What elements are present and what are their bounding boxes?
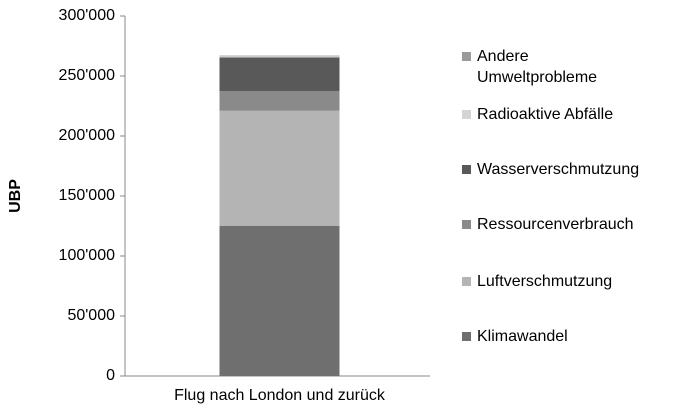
legend-swatch: [462, 277, 471, 286]
legend-swatch: [462, 332, 471, 341]
y-tick-label: 300'000: [59, 7, 116, 24]
legend-label: Ressourcenverbrauch: [477, 216, 634, 233]
legend-label: Klimawandel: [477, 328, 568, 345]
legend-swatch: [462, 110, 471, 119]
y-tick-label: 200'000: [59, 127, 116, 144]
legend-item: Andere Umweltprobleme: [460, 46, 627, 88]
x-tick-label: Flug nach London und zurück: [174, 387, 386, 404]
legend-label: Wasserverschmutzung: [477, 161, 640, 178]
y-tick-label: 150'000: [59, 187, 116, 204]
bar-segment: [219, 56, 340, 58]
y-tick-label: 100'000: [59, 247, 116, 264]
legend-item: Klimawandel: [460, 326, 568, 347]
y-axis-label: UBP: [7, 179, 24, 213]
legend-swatch: [462, 52, 471, 61]
legend-label: Luftverschmutzung: [477, 273, 613, 290]
legend-swatch: [462, 165, 471, 174]
legend-swatch: [462, 220, 471, 229]
y-tick-label: 250'000: [59, 67, 116, 84]
bar-segment: [219, 55, 340, 57]
legend-label: Andere Umweltprobleme: [477, 48, 598, 86]
legend-item: Luftverschmutzung: [460, 271, 612, 292]
legend-item: Radioaktive Abfälle: [460, 104, 613, 125]
y-tick-label: 50'000: [67, 307, 115, 324]
bar-segment: [219, 91, 340, 111]
bar-segment: [219, 57, 340, 91]
legend-item: Wasserverschmutzung: [460, 159, 639, 180]
legend-item: Ressourcenverbrauch: [460, 214, 634, 235]
y-tick-label: 0: [106, 367, 115, 384]
bar-segment: [219, 226, 340, 376]
legend-label: Radioaktive Abfälle: [477, 106, 614, 123]
bar-segment: [219, 110, 340, 226]
